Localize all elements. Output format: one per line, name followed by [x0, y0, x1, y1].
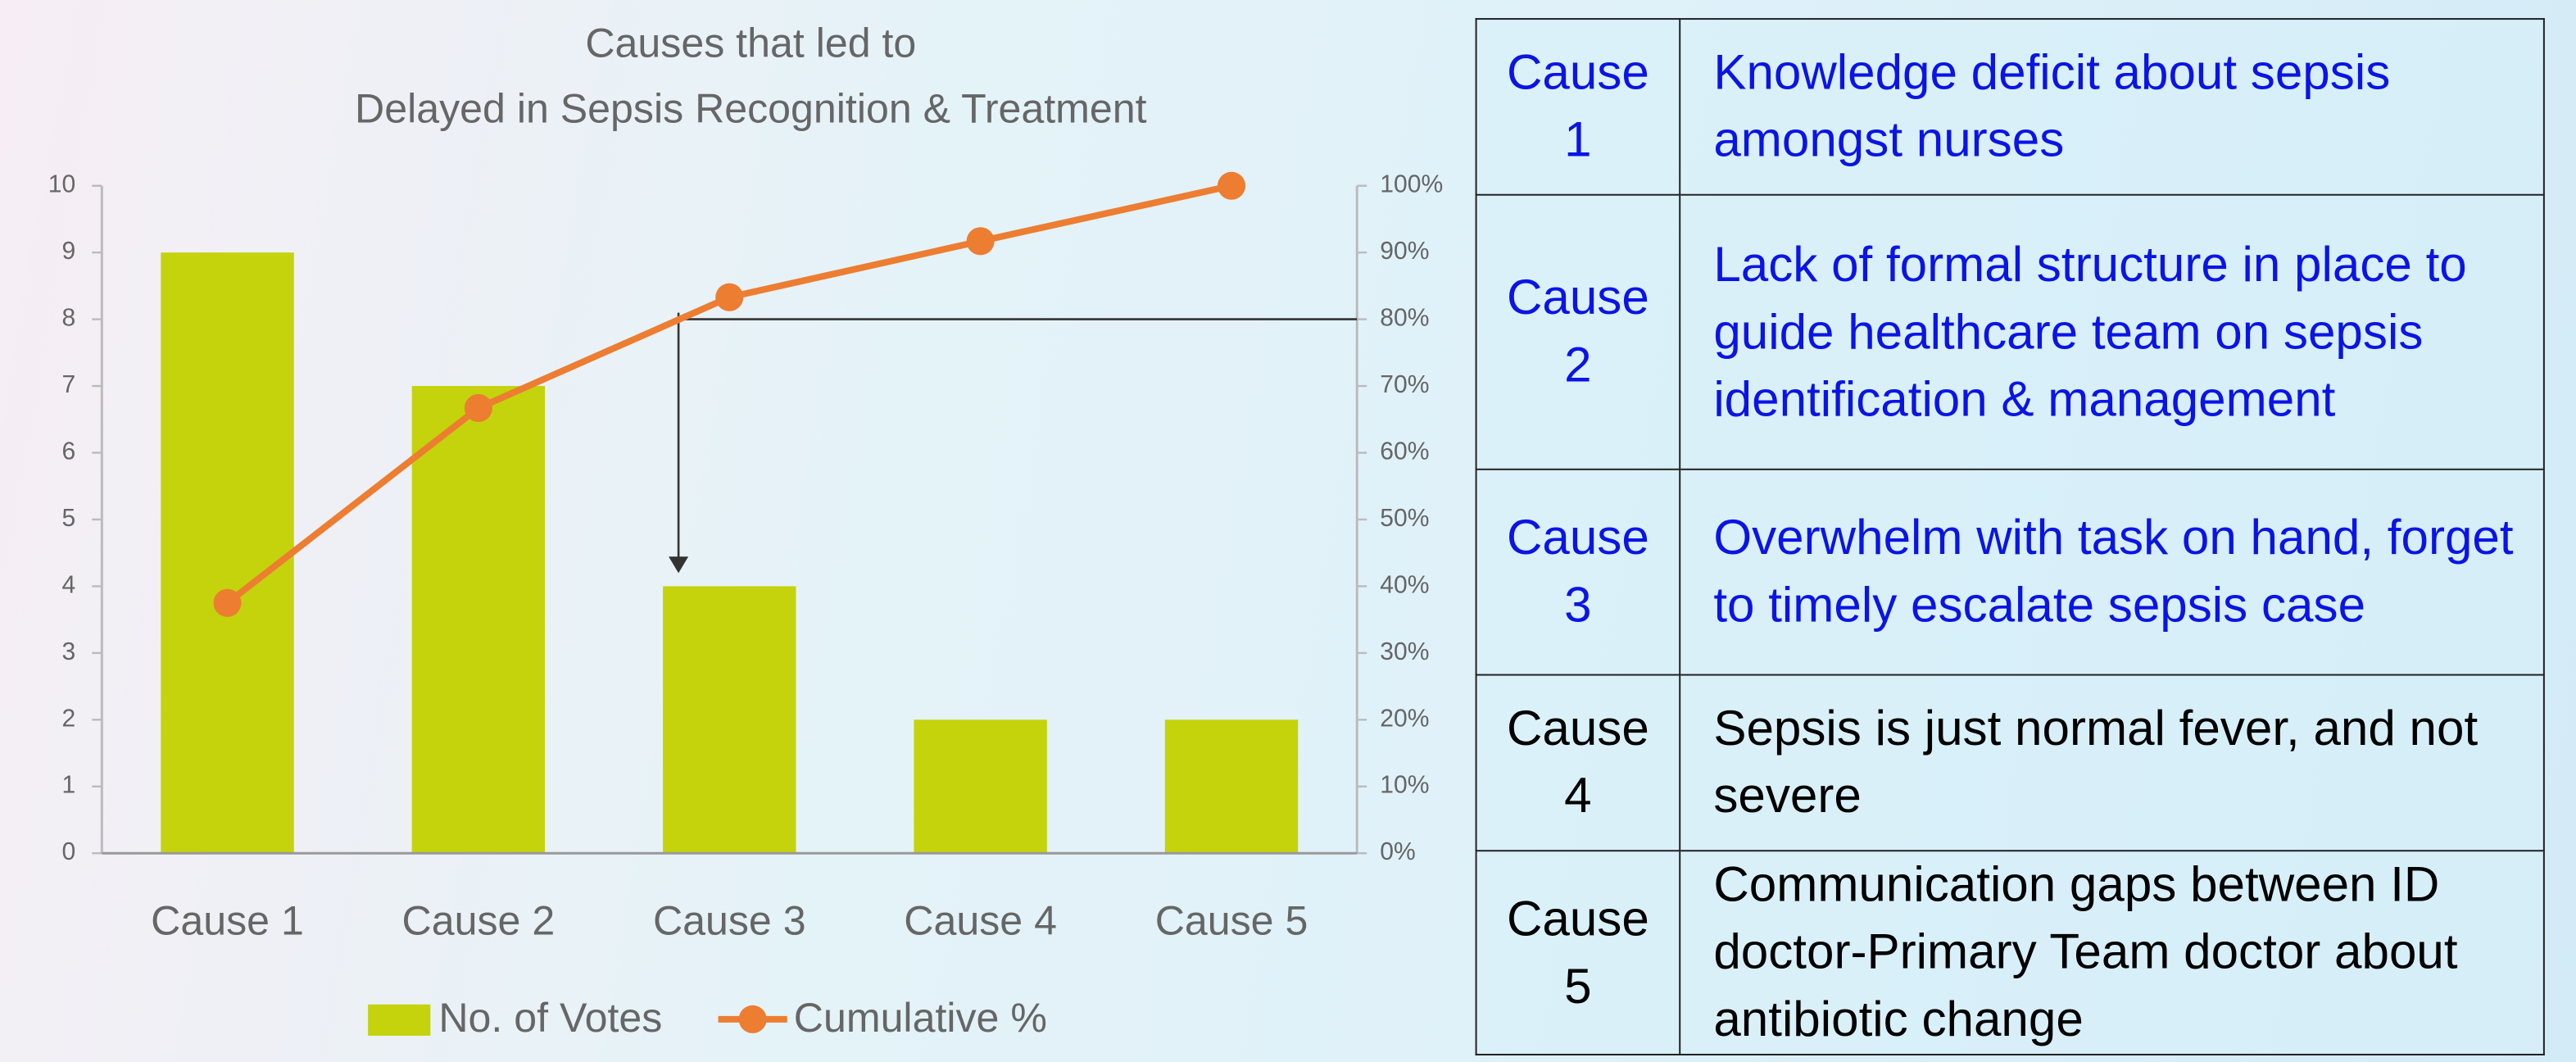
- cause-table: Cause 1 Knowledge deficit about sepsis am…: [1475, 18, 2545, 1055]
- cause-label: Cause 4: [1506, 701, 1649, 824]
- y-tick-label: 0: [62, 838, 76, 865]
- cause-cell: Cause 4: [1475, 674, 1681, 852]
- cause-description: Communication gaps between ID doctor-Pri…: [1679, 850, 2545, 1055]
- table-row: Cause 1 Knowledge deficit about sepsis am…: [1475, 18, 2545, 196]
- y-tick-label: 5: [62, 505, 76, 532]
- bar: [663, 586, 796, 854]
- y-tick-label: 9: [62, 238, 76, 265]
- cause-cell: Cause 1: [1475, 18, 1681, 196]
- x-tick-label: Cause 3: [653, 898, 806, 944]
- legend-swatch: [738, 1005, 767, 1033]
- legend-swatch: [368, 1004, 431, 1036]
- chart-title: Delayed in Sepsis Recognition & Treatmen…: [355, 86, 1147, 132]
- cause-description: Overwhelm with task on hand, forget to t…: [1679, 468, 2545, 676]
- bar: [411, 386, 546, 854]
- line-marker: [966, 227, 995, 256]
- y2-tick-label: 90%: [1380, 238, 1429, 265]
- table-row: Cause 5 Communication gaps between ID doc…: [1475, 850, 2545, 1055]
- cause-label: Cause 1: [1506, 46, 1649, 168]
- legend-label: Cumulative %: [794, 995, 1047, 1041]
- y-tick-label: 1: [62, 772, 76, 799]
- cause-description: Knowledge deficit about sepsis amongst n…: [1679, 18, 2545, 196]
- y-tick-label: 2: [62, 705, 76, 732]
- y-tick-label: 3: [62, 638, 76, 665]
- cause-cell: Cause 5: [1475, 850, 1681, 1055]
- line-marker: [1217, 171, 1246, 200]
- chart: Causes that led to Delayed in Sepsis Rec…: [48, 20, 1443, 1041]
- y2-tick-label: 50%: [1380, 505, 1429, 532]
- x-tick-label: Cause 4: [904, 898, 1057, 944]
- cause-cell: Cause 2: [1475, 193, 1681, 470]
- bar: [161, 252, 294, 854]
- y2-tick-label: 40%: [1380, 571, 1429, 598]
- chart-title: Causes that led to: [585, 20, 916, 66]
- table-row: Cause 2 Lack of formal structure in place…: [1475, 193, 2545, 470]
- y2-tick-label: 70%: [1380, 371, 1429, 398]
- cause-label: Cause 5: [1506, 892, 1649, 1014]
- line-marker: [213, 588, 242, 617]
- cause-label: Cause 3: [1506, 511, 1649, 633]
- arrow-head: [669, 556, 689, 574]
- table-row: Cause 4 Sepsis is just normal fever, and …: [1475, 674, 2545, 852]
- y-tick-label: 10: [48, 171, 75, 198]
- x-tick-label: Cause 2: [402, 898, 556, 944]
- y-tick-label: 8: [62, 305, 76, 332]
- x-tick-label: Cause 1: [151, 898, 304, 944]
- y2-tick-label: 30%: [1380, 638, 1429, 665]
- cause-label: Cause 2: [1506, 271, 1649, 393]
- cause-cell: Cause 3: [1475, 468, 1681, 676]
- cumulative-line: [225, 182, 1232, 606]
- y2-tick-label: 60%: [1380, 438, 1429, 465]
- legend-label: No. of Votes: [438, 995, 662, 1041]
- y-tick-label: 7: [62, 371, 76, 398]
- y2-tick-label: 100%: [1380, 171, 1443, 198]
- y-tick-label: 4: [62, 571, 76, 598]
- cause-description: Sepsis is just normal fever, and not sev…: [1679, 674, 2545, 852]
- y2-tick-label: 80%: [1380, 305, 1429, 332]
- line-marker: [715, 283, 744, 311]
- y2-tick-label: 0%: [1380, 838, 1415, 865]
- line-marker: [464, 393, 492, 422]
- y-tick-label: 6: [62, 438, 76, 465]
- bar: [914, 719, 1047, 854]
- bar: [1164, 719, 1299, 854]
- table-row: Cause 3 Overwhelm with task on hand, forg…: [1475, 468, 2545, 676]
- y2-tick-label: 20%: [1380, 705, 1429, 732]
- x-tick-label: Cause 5: [1155, 898, 1308, 944]
- cause-description: Lack of formal structure in place to gui…: [1679, 193, 2545, 470]
- y2-tick-label: 10%: [1380, 772, 1429, 799]
